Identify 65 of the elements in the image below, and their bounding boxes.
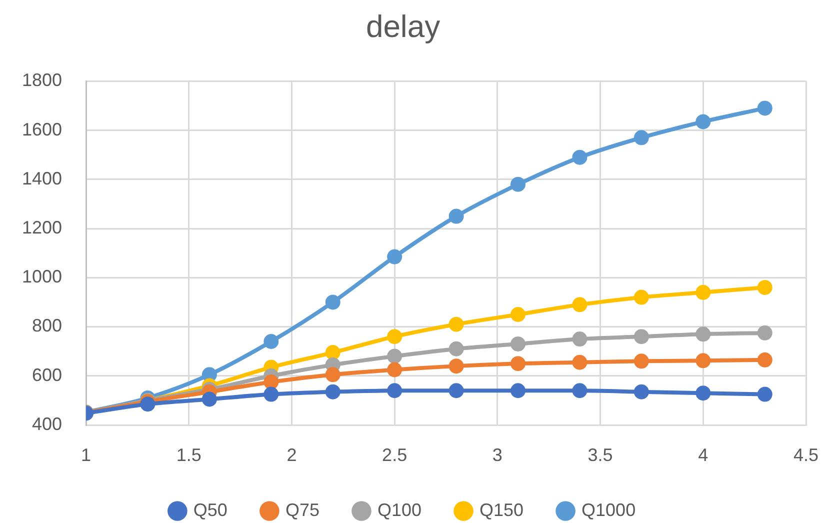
point [757, 325, 772, 340]
point [572, 332, 588, 347]
point [757, 100, 772, 116]
point [696, 386, 711, 401]
point [448, 316, 464, 332]
point [634, 130, 649, 146]
point [634, 290, 649, 305]
point [696, 326, 711, 342]
point [572, 150, 588, 165]
y-tick-label: 1400 [22, 168, 62, 188]
point [572, 297, 588, 312]
y-tick-label: 600 [32, 364, 62, 385]
point [757, 352, 772, 368]
point [264, 334, 279, 350]
point [634, 384, 649, 400]
point [325, 345, 340, 360]
y-tick-label: 400 [32, 414, 62, 434]
point [510, 336, 526, 352]
legend-label: Q150 [480, 500, 524, 520]
x-tick-label: 1.5 [176, 444, 202, 465]
point [448, 341, 464, 356]
point [325, 294, 340, 310]
chart-title: delay [366, 9, 441, 44]
point [757, 386, 772, 402]
point [387, 329, 402, 344]
point [510, 306, 526, 322]
point [325, 384, 340, 400]
point [696, 284, 711, 300]
point [510, 356, 526, 372]
legend-label: Q50 [193, 500, 228, 520]
y-tick-label: 1800 [22, 70, 62, 90]
legend-label: Q1000 [582, 500, 636, 520]
point [387, 348, 402, 364]
point [387, 249, 402, 264]
y-tick-label: 1600 [22, 119, 62, 140]
point [757, 280, 772, 295]
point [572, 383, 588, 398]
point [634, 354, 649, 369]
point [264, 374, 279, 390]
point [634, 329, 649, 344]
point [510, 383, 526, 398]
y-tick-label: 1200 [22, 218, 62, 238]
point [448, 358, 464, 374]
y-tick-label: 800 [32, 316, 62, 336]
legend-label: Q75 [285, 500, 320, 520]
point [202, 392, 217, 407]
legend-label: Q100 [377, 500, 422, 520]
point [696, 353, 711, 368]
point [325, 367, 340, 382]
point [448, 383, 464, 398]
point [510, 176, 526, 192]
point [448, 208, 464, 224]
x-tick-label: 4 [698, 444, 708, 465]
point [264, 386, 279, 402]
x-tick-label: 1 [80, 444, 92, 465]
point [387, 383, 402, 398]
x-tick-label: 3 [492, 444, 502, 465]
x-tick-label: 2.5 [382, 444, 408, 465]
x-tick-label: 4.5 [793, 444, 819, 465]
point [696, 114, 711, 130]
point [572, 354, 588, 370]
point [387, 362, 402, 378]
x-tick-label: 3.5 [588, 444, 613, 465]
y-tick-label: 1000 [22, 266, 62, 287]
x-tick-label: 2 [286, 444, 297, 465]
